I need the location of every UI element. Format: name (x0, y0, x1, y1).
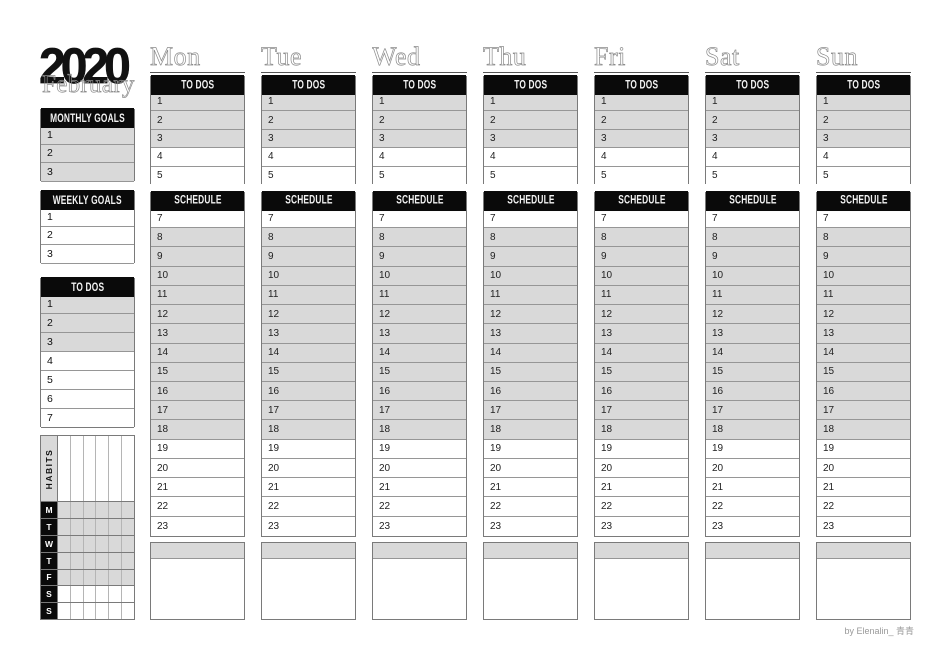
svg-text:Sat: Sat (705, 42, 740, 71)
svg-text:Thu: Thu (483, 42, 526, 71)
svg-text:Wed: Wed (372, 42, 421, 71)
svg-text:Sun: Sun (816, 42, 858, 71)
svg-text:February: February (42, 71, 135, 98)
svg-text:Tue: Tue (261, 42, 302, 71)
svg-text:Mon: Mon (150, 42, 201, 71)
svg-text:Fri: Fri (594, 42, 626, 71)
